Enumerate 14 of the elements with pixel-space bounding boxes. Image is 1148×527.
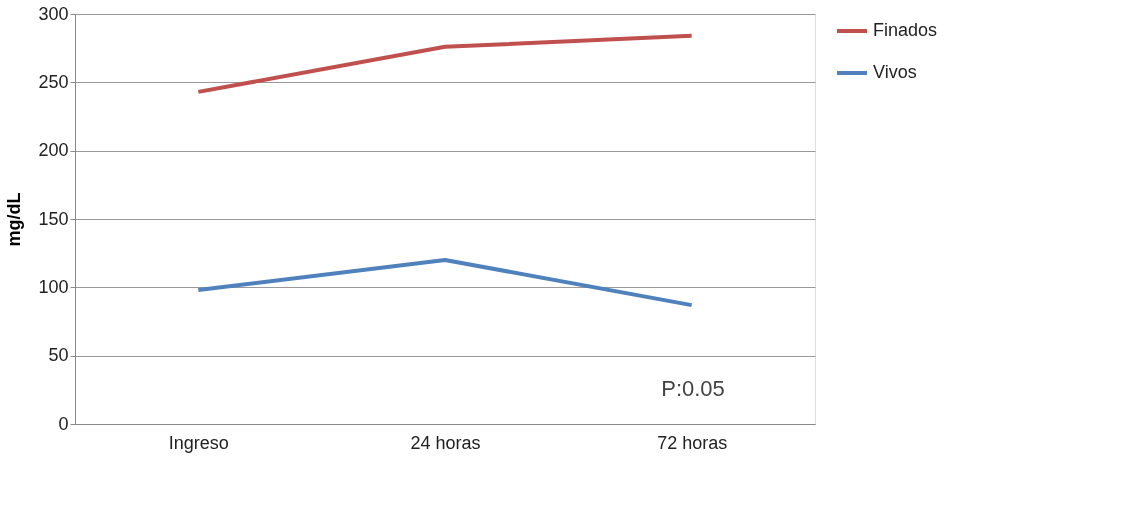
y-tick-label: 200	[38, 140, 69, 161]
legend-label: Vivos	[873, 62, 917, 82]
legend-label: Finados	[873, 20, 938, 40]
x-tick-label: Ingreso	[168, 432, 229, 453]
y-tick-label: 0	[58, 413, 69, 434]
y-tick-label: 150	[38, 208, 69, 229]
x-tick-label: 24 horas	[410, 432, 481, 453]
y-tick-label: 300	[38, 3, 69, 24]
y-axis-title: mg/dL	[4, 192, 25, 247]
y-tick-label: 100	[38, 276, 69, 297]
y-tick-label: 50	[48, 345, 69, 366]
annotation: P:0.05	[661, 376, 725, 401]
x-tick-label: 72 horas	[657, 432, 728, 453]
y-tick-label: 250	[38, 71, 69, 92]
